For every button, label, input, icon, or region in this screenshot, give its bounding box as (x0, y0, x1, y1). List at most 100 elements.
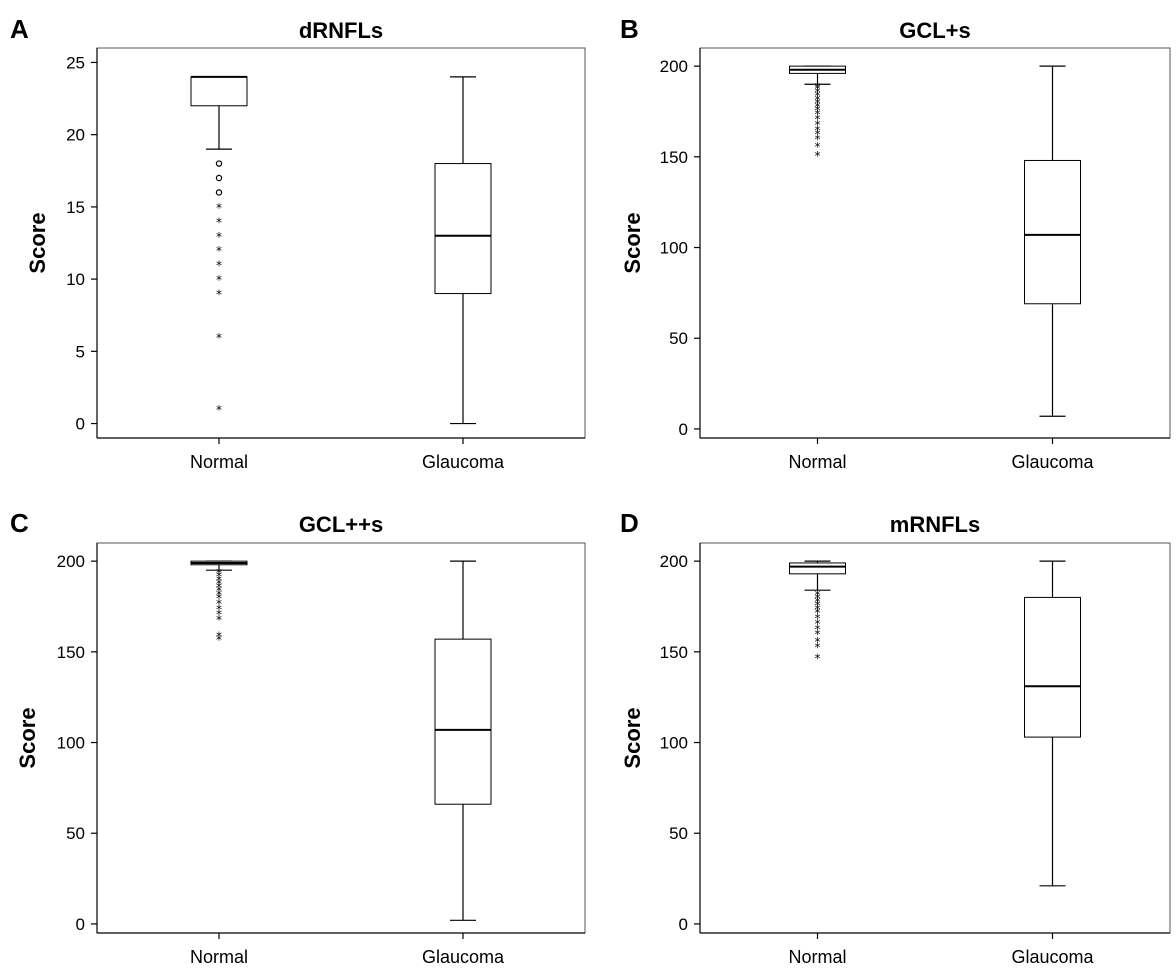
outlier-star: * (815, 599, 821, 613)
panel-letter: B (620, 14, 639, 44)
outlier-star: * (815, 640, 821, 654)
iqr-box (1024, 596, 1081, 738)
y-tick-label: 0 (679, 915, 688, 934)
box-normal: **************** (789, 65, 846, 163)
panel-letter: D (620, 508, 639, 538)
iqr-box (789, 562, 846, 575)
outlier-star: * (216, 608, 222, 622)
y-axis-label: Score (620, 212, 645, 273)
outlier-star: * (815, 606, 821, 620)
x-tick-label: Glaucoma (422, 452, 505, 472)
outlier-star: * (216, 566, 222, 580)
y-tick-label: 100 (660, 239, 688, 258)
box-glaucoma (434, 560, 492, 921)
y-tick-label: 0 (76, 915, 85, 934)
plot-frame (96, 542, 586, 934)
box-normal: ********* (190, 75, 248, 417)
y-tick-label: 200 (57, 552, 85, 571)
x-tick-label: Glaucoma (1011, 452, 1094, 472)
outlier-star: * (216, 630, 222, 644)
panel-letter: C (10, 508, 29, 538)
y-tick-label: 10 (66, 270, 85, 289)
outlier-star: * (216, 201, 222, 215)
outlier-star: * (216, 588, 222, 602)
outlier-star: * (815, 107, 821, 121)
outlier-star: * (216, 403, 222, 417)
y-axis-label: Score (25, 212, 50, 273)
y-axis-label: Score (620, 707, 645, 768)
outlier-star: * (815, 588, 821, 602)
x-tick-label: Normal (788, 947, 846, 967)
box-normal: ************* (789, 560, 846, 665)
outlier-star: * (815, 118, 821, 132)
outlier-star: * (216, 288, 222, 302)
box-normal: ************** (190, 560, 248, 647)
outlier-star: * (216, 613, 222, 627)
y-tick-label: 15 (66, 198, 85, 217)
x-tick-label: Normal (788, 452, 846, 472)
panel-title: dRNFLs (299, 18, 383, 43)
outlier-star: * (815, 591, 821, 605)
plot-frame (699, 47, 1171, 439)
outlier-star: * (216, 573, 222, 587)
outlier-star: * (815, 93, 821, 107)
y-tick-label: 100 (57, 734, 85, 753)
panel-title: GCL++s (299, 512, 383, 537)
panel-letter: A (10, 14, 29, 44)
y-tick-label: 50 (669, 329, 688, 348)
x-tick-label: Normal (190, 452, 248, 472)
outlier-star: * (815, 82, 821, 96)
panel-title: mRNFLs (890, 512, 980, 537)
plot-frame (699, 542, 1171, 934)
box-glaucoma (1024, 65, 1081, 417)
outlier-star: * (216, 244, 222, 258)
y-tick-label: 200 (660, 57, 688, 76)
outlier-star: * (815, 80, 821, 94)
iqr-box (434, 638, 492, 805)
y-tick-label: 25 (66, 53, 85, 72)
y-tick-label: 0 (679, 420, 688, 439)
box-glaucoma (1024, 560, 1081, 887)
outlier-star: * (216, 591, 222, 605)
outlier-star: * (815, 124, 821, 138)
outlier-circle (215, 174, 223, 182)
outlier-circle (215, 160, 223, 167)
y-tick-label: 150 (660, 643, 688, 662)
outlier-star: * (815, 96, 821, 110)
outlier-star: * (815, 86, 821, 100)
outlier-star: * (815, 611, 821, 625)
iqr-box (434, 163, 492, 295)
outlier-star: * (216, 581, 222, 595)
outlier-circle (215, 189, 223, 196)
outlier-star: * (216, 570, 222, 584)
y-tick-label: 100 (660, 734, 688, 753)
x-tick-label: Glaucoma (422, 947, 505, 967)
outlier-star: * (815, 602, 821, 616)
y-axis-label: Score (15, 707, 40, 768)
outlier-star: * (815, 104, 821, 118)
outlier-star: * (815, 140, 821, 154)
outlier-star: * (216, 597, 222, 611)
outlier-star: * (216, 584, 222, 598)
outlier-star: * (216, 331, 222, 345)
outlier-star: * (815, 628, 821, 642)
box-glaucoma (434, 76, 492, 425)
outlier-star: * (815, 149, 821, 163)
y-tick-label: 50 (669, 824, 688, 843)
iqr-box (1024, 159, 1081, 305)
outlier-star: * (216, 230, 222, 244)
iqr-box (190, 76, 248, 107)
y-tick-label: 200 (660, 552, 688, 571)
y-tick-label: 150 (660, 148, 688, 167)
outlier-star: * (216, 633, 222, 647)
outlier-star: * (815, 100, 821, 114)
outlier-star: * (216, 273, 222, 287)
outlier-star: * (815, 127, 821, 141)
x-tick-label: Glaucoma (1011, 947, 1094, 967)
y-tick-label: 20 (66, 126, 85, 145)
